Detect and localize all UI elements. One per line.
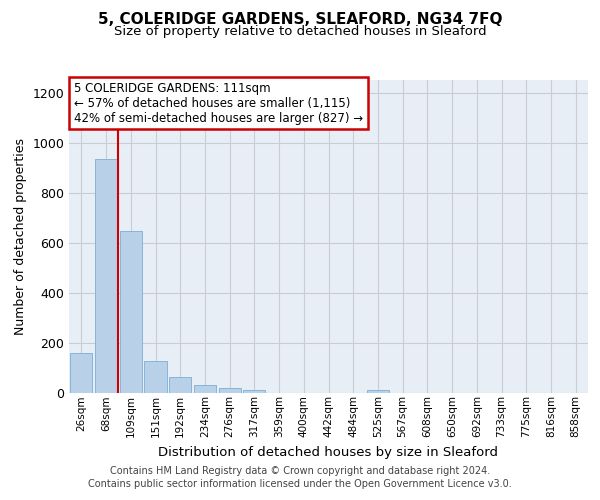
- Y-axis label: Number of detached properties: Number of detached properties: [14, 138, 27, 335]
- Bar: [70, 352, 92, 393]
- Text: Contains public sector information licensed under the Open Government Licence v3: Contains public sector information licen…: [88, 479, 512, 489]
- Bar: [367, 390, 389, 392]
- Text: 5, COLERIDGE GARDENS, SLEAFORD, NG34 7FQ: 5, COLERIDGE GARDENS, SLEAFORD, NG34 7FQ: [98, 12, 502, 28]
- Text: Contains HM Land Registry data © Crown copyright and database right 2024.: Contains HM Land Registry data © Crown c…: [110, 466, 490, 476]
- Bar: [169, 377, 191, 392]
- Bar: [145, 360, 167, 392]
- Bar: [95, 159, 117, 392]
- Text: 5 COLERIDGE GARDENS: 111sqm
← 57% of detached houses are smaller (1,115)
42% of : 5 COLERIDGE GARDENS: 111sqm ← 57% of det…: [74, 82, 364, 124]
- Bar: [119, 230, 142, 392]
- X-axis label: Distribution of detached houses by size in Sleaford: Distribution of detached houses by size …: [158, 446, 499, 458]
- Text: Size of property relative to detached houses in Sleaford: Size of property relative to detached ho…: [113, 25, 487, 38]
- Bar: [218, 388, 241, 392]
- Bar: [243, 390, 265, 392]
- Bar: [194, 385, 216, 392]
